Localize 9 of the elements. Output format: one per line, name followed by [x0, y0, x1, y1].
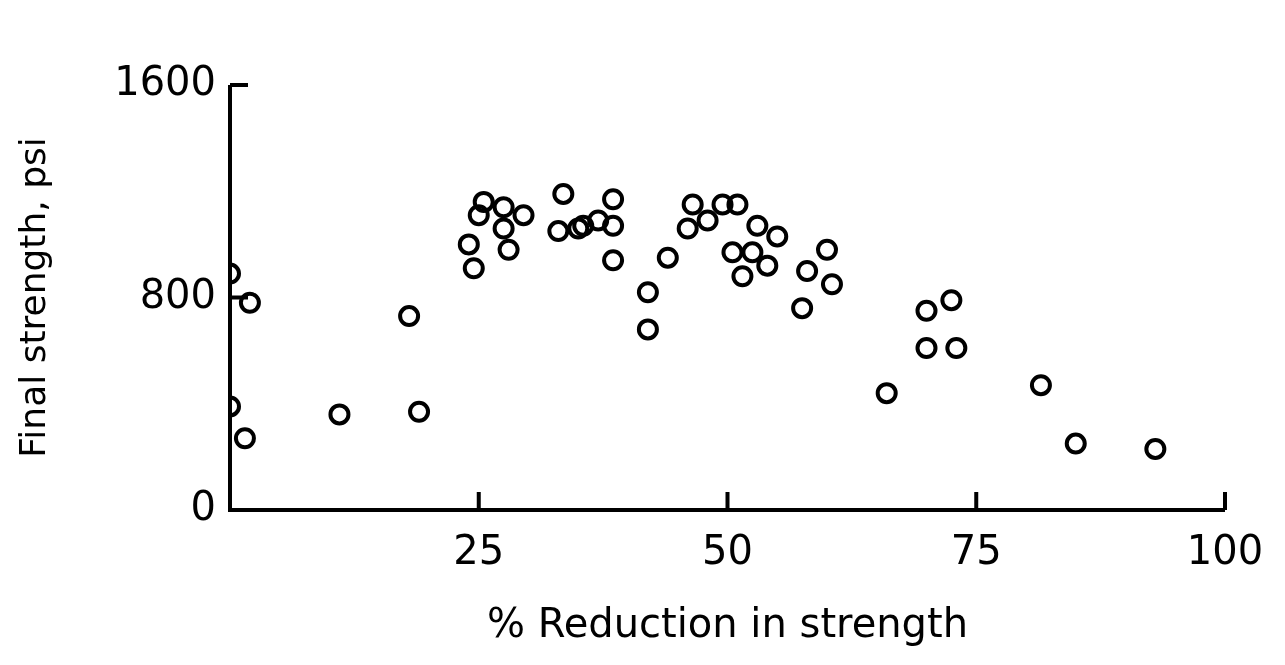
y-tick-label: 0 — [190, 483, 216, 530]
x-tick-label: 50 — [702, 527, 753, 574]
x-axis-title: % Reduction in strength — [486, 600, 969, 647]
x-tick-label: 25 — [453, 527, 505, 574]
y-axis-title: Final strength, psi — [11, 137, 53, 458]
x-tick-label: 75 — [950, 527, 1002, 574]
y-tick-label: 1600 — [114, 58, 216, 105]
x-tick-label: 100 — [1186, 527, 1264, 574]
y-tick-label: 800 — [139, 270, 216, 317]
